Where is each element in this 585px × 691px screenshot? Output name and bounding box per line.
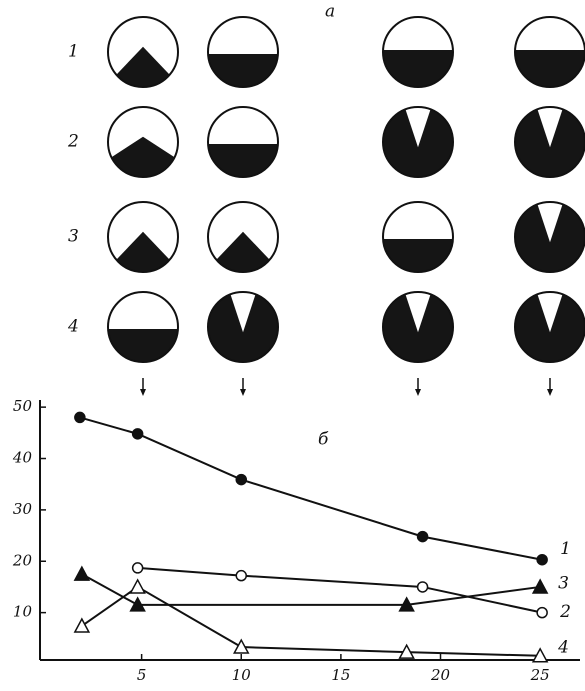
series-label: 3 — [558, 573, 569, 593]
series-line — [138, 568, 542, 613]
marker — [418, 532, 428, 542]
vessel — [383, 50, 453, 89]
panel-label: а — [325, 2, 335, 22]
vessel — [108, 47, 178, 87]
marker — [236, 571, 246, 581]
arrow-head — [240, 389, 246, 396]
row-label: 4 — [67, 317, 79, 337]
vessel — [208, 232, 278, 272]
arrow-head — [415, 389, 421, 396]
marker — [533, 580, 547, 593]
marker — [75, 567, 89, 580]
marker — [131, 580, 145, 593]
arrow-head — [547, 389, 553, 396]
series-line — [82, 574, 540, 605]
y-tick-label: 20 — [12, 551, 33, 569]
sediment — [108, 47, 178, 87]
vessel — [108, 137, 178, 177]
row-label: 3 — [68, 227, 79, 247]
series-label: 1 — [560, 539, 571, 559]
panel-a: 1 2 3 4 — [67, 17, 585, 396]
vessel — [515, 50, 585, 89]
marker — [75, 412, 85, 422]
series-label: 2 — [559, 602, 571, 622]
y-tick-label: 30 — [13, 500, 33, 518]
marker — [537, 555, 547, 565]
sediment — [208, 232, 278, 272]
y-tick-label: 50 — [13, 397, 33, 415]
series-line — [80, 417, 542, 559]
x-tick-label: 25 — [530, 666, 550, 684]
marker — [537, 608, 547, 618]
sediment — [108, 232, 178, 272]
marker — [418, 582, 428, 592]
row-label: 1 — [68, 42, 79, 62]
figure: а 1 2 3 4 б 10 20 30 40 50 5 10 15 20 25 1 2 3 4 — [0, 0, 585, 691]
row-label: 2 — [67, 132, 79, 152]
sediment — [515, 50, 585, 89]
y-tick-label: 40 — [12, 449, 33, 467]
marker — [236, 475, 246, 485]
x-tick-label: 5 — [137, 666, 147, 684]
marker — [133, 563, 143, 573]
x-tick-label: 10 — [232, 666, 252, 684]
x-tick-label: 15 — [331, 666, 350, 684]
sediment — [108, 137, 178, 177]
marker — [133, 429, 143, 439]
arrow-head — [140, 389, 146, 396]
vessel — [108, 232, 178, 272]
sediment — [383, 50, 453, 89]
y-tick-label: 10 — [13, 603, 33, 621]
chart-title: б — [318, 430, 329, 450]
marker — [75, 619, 89, 632]
series-label: 4 — [557, 637, 569, 657]
x-tick-label: 20 — [430, 666, 451, 684]
